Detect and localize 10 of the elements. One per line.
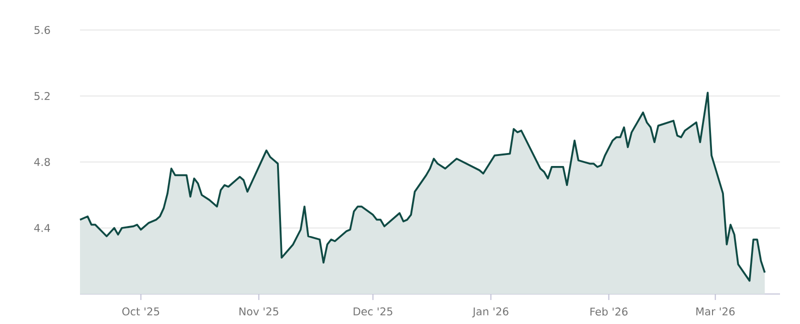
x-tick-label: Jan '26 <box>472 307 508 318</box>
x-tick-label: Mar '26 <box>696 307 735 316</box>
x-tick-label: Feb '26 <box>590 307 628 316</box>
y-tick-label: 5.6 <box>34 26 50 34</box>
x-tick-label: Dec '25 <box>354 307 392 316</box>
y-tick-label: 4.8 <box>34 158 50 166</box>
x-tick-label: Nov '25 <box>240 307 278 316</box>
x-tick-label: Oct '25 <box>122 307 160 316</box>
y-tick-label: 5.2 <box>34 92 50 100</box>
y-tick-label: 4.4 <box>34 224 50 232</box>
